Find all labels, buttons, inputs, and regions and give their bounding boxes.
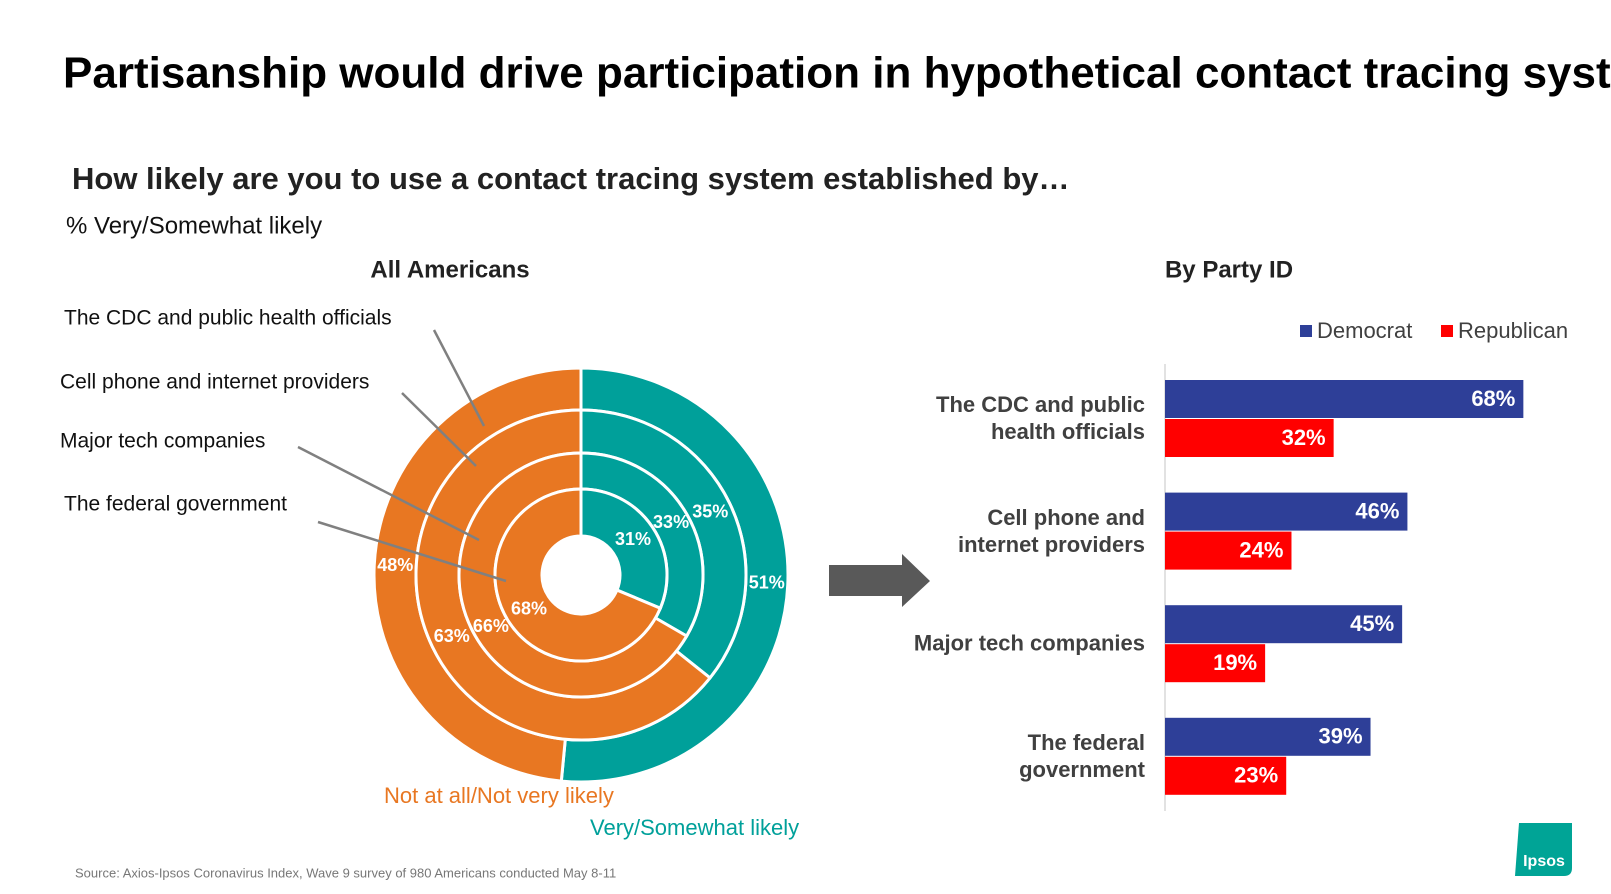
data-label: 63% <box>434 626 470 646</box>
ring-label: The CDC and public health officials <box>64 307 392 330</box>
leader-line <box>317 520 507 583</box>
ring-label: Major tech companies <box>60 430 265 453</box>
data-label: 48% <box>377 555 413 575</box>
bar <box>1165 531 1292 570</box>
data-label: 23% <box>1234 763 1278 788</box>
bar <box>1165 717 1371 756</box>
note: % Very/Somewhat likely <box>66 212 322 239</box>
leader-line <box>401 392 477 467</box>
data-label: 68% <box>511 598 547 618</box>
legend-label: Very/Somewhat likely <box>590 815 799 840</box>
data-label: 45% <box>1350 611 1394 636</box>
data-label: 35% <box>692 501 728 521</box>
category-label: Cell phone and internet providers <box>957 504 1145 557</box>
data-label: 51% <box>749 573 785 593</box>
data-label: 66% <box>473 616 509 636</box>
ring-label: The federal government <box>64 493 287 516</box>
legend-label: Not at all/Not very likely <box>384 783 614 808</box>
category-label: The CDC and public health officials <box>936 392 1145 444</box>
logo: Ipsos <box>1523 853 1565 870</box>
logo-box <box>1515 823 1572 876</box>
ring-segment <box>579 487 669 611</box>
title: Partisanship would drive participation i… <box>63 49 1611 98</box>
leader-line <box>297 445 480 542</box>
legend-label: Republican <box>1458 318 1568 343</box>
ring-label: Cell phone and internet providers <box>60 371 369 394</box>
bar <box>1165 644 1266 683</box>
data-label: 19% <box>1213 650 1257 675</box>
data-label: 39% <box>1318 724 1362 749</box>
data-label: 24% <box>1239 537 1283 562</box>
category-label: Major tech companies <box>913 630 1145 656</box>
chart-title: By Party ID <box>1165 256 1293 283</box>
bar <box>1165 380 1524 418</box>
bar <box>1165 492 1408 531</box>
data-label: 68% <box>1471 386 1515 411</box>
data-label: 46% <box>1355 498 1399 523</box>
leader-lines <box>297 329 507 583</box>
legend-swatch <box>1300 325 1312 337</box>
bar <box>1165 756 1287 795</box>
category-label: The federal government <box>1019 729 1145 782</box>
ring-segment <box>493 487 663 663</box>
legend-swatch <box>1441 325 1453 337</box>
bar <box>1165 605 1403 644</box>
data-label: 33% <box>653 512 689 532</box>
leader-line <box>432 329 486 427</box>
chart-title: All Americans <box>370 256 529 283</box>
data-label: 31% <box>615 529 651 549</box>
legend-label: Democrat <box>1317 318 1412 343</box>
data-label: 32% <box>1282 425 1326 450</box>
source: Source: Axios-Ipsos Coronavirus Index, W… <box>75 865 616 880</box>
arrow <box>829 554 930 607</box>
subtitle: How likely are you to use a contact trac… <box>72 161 1070 196</box>
bar <box>1165 419 1334 457</box>
